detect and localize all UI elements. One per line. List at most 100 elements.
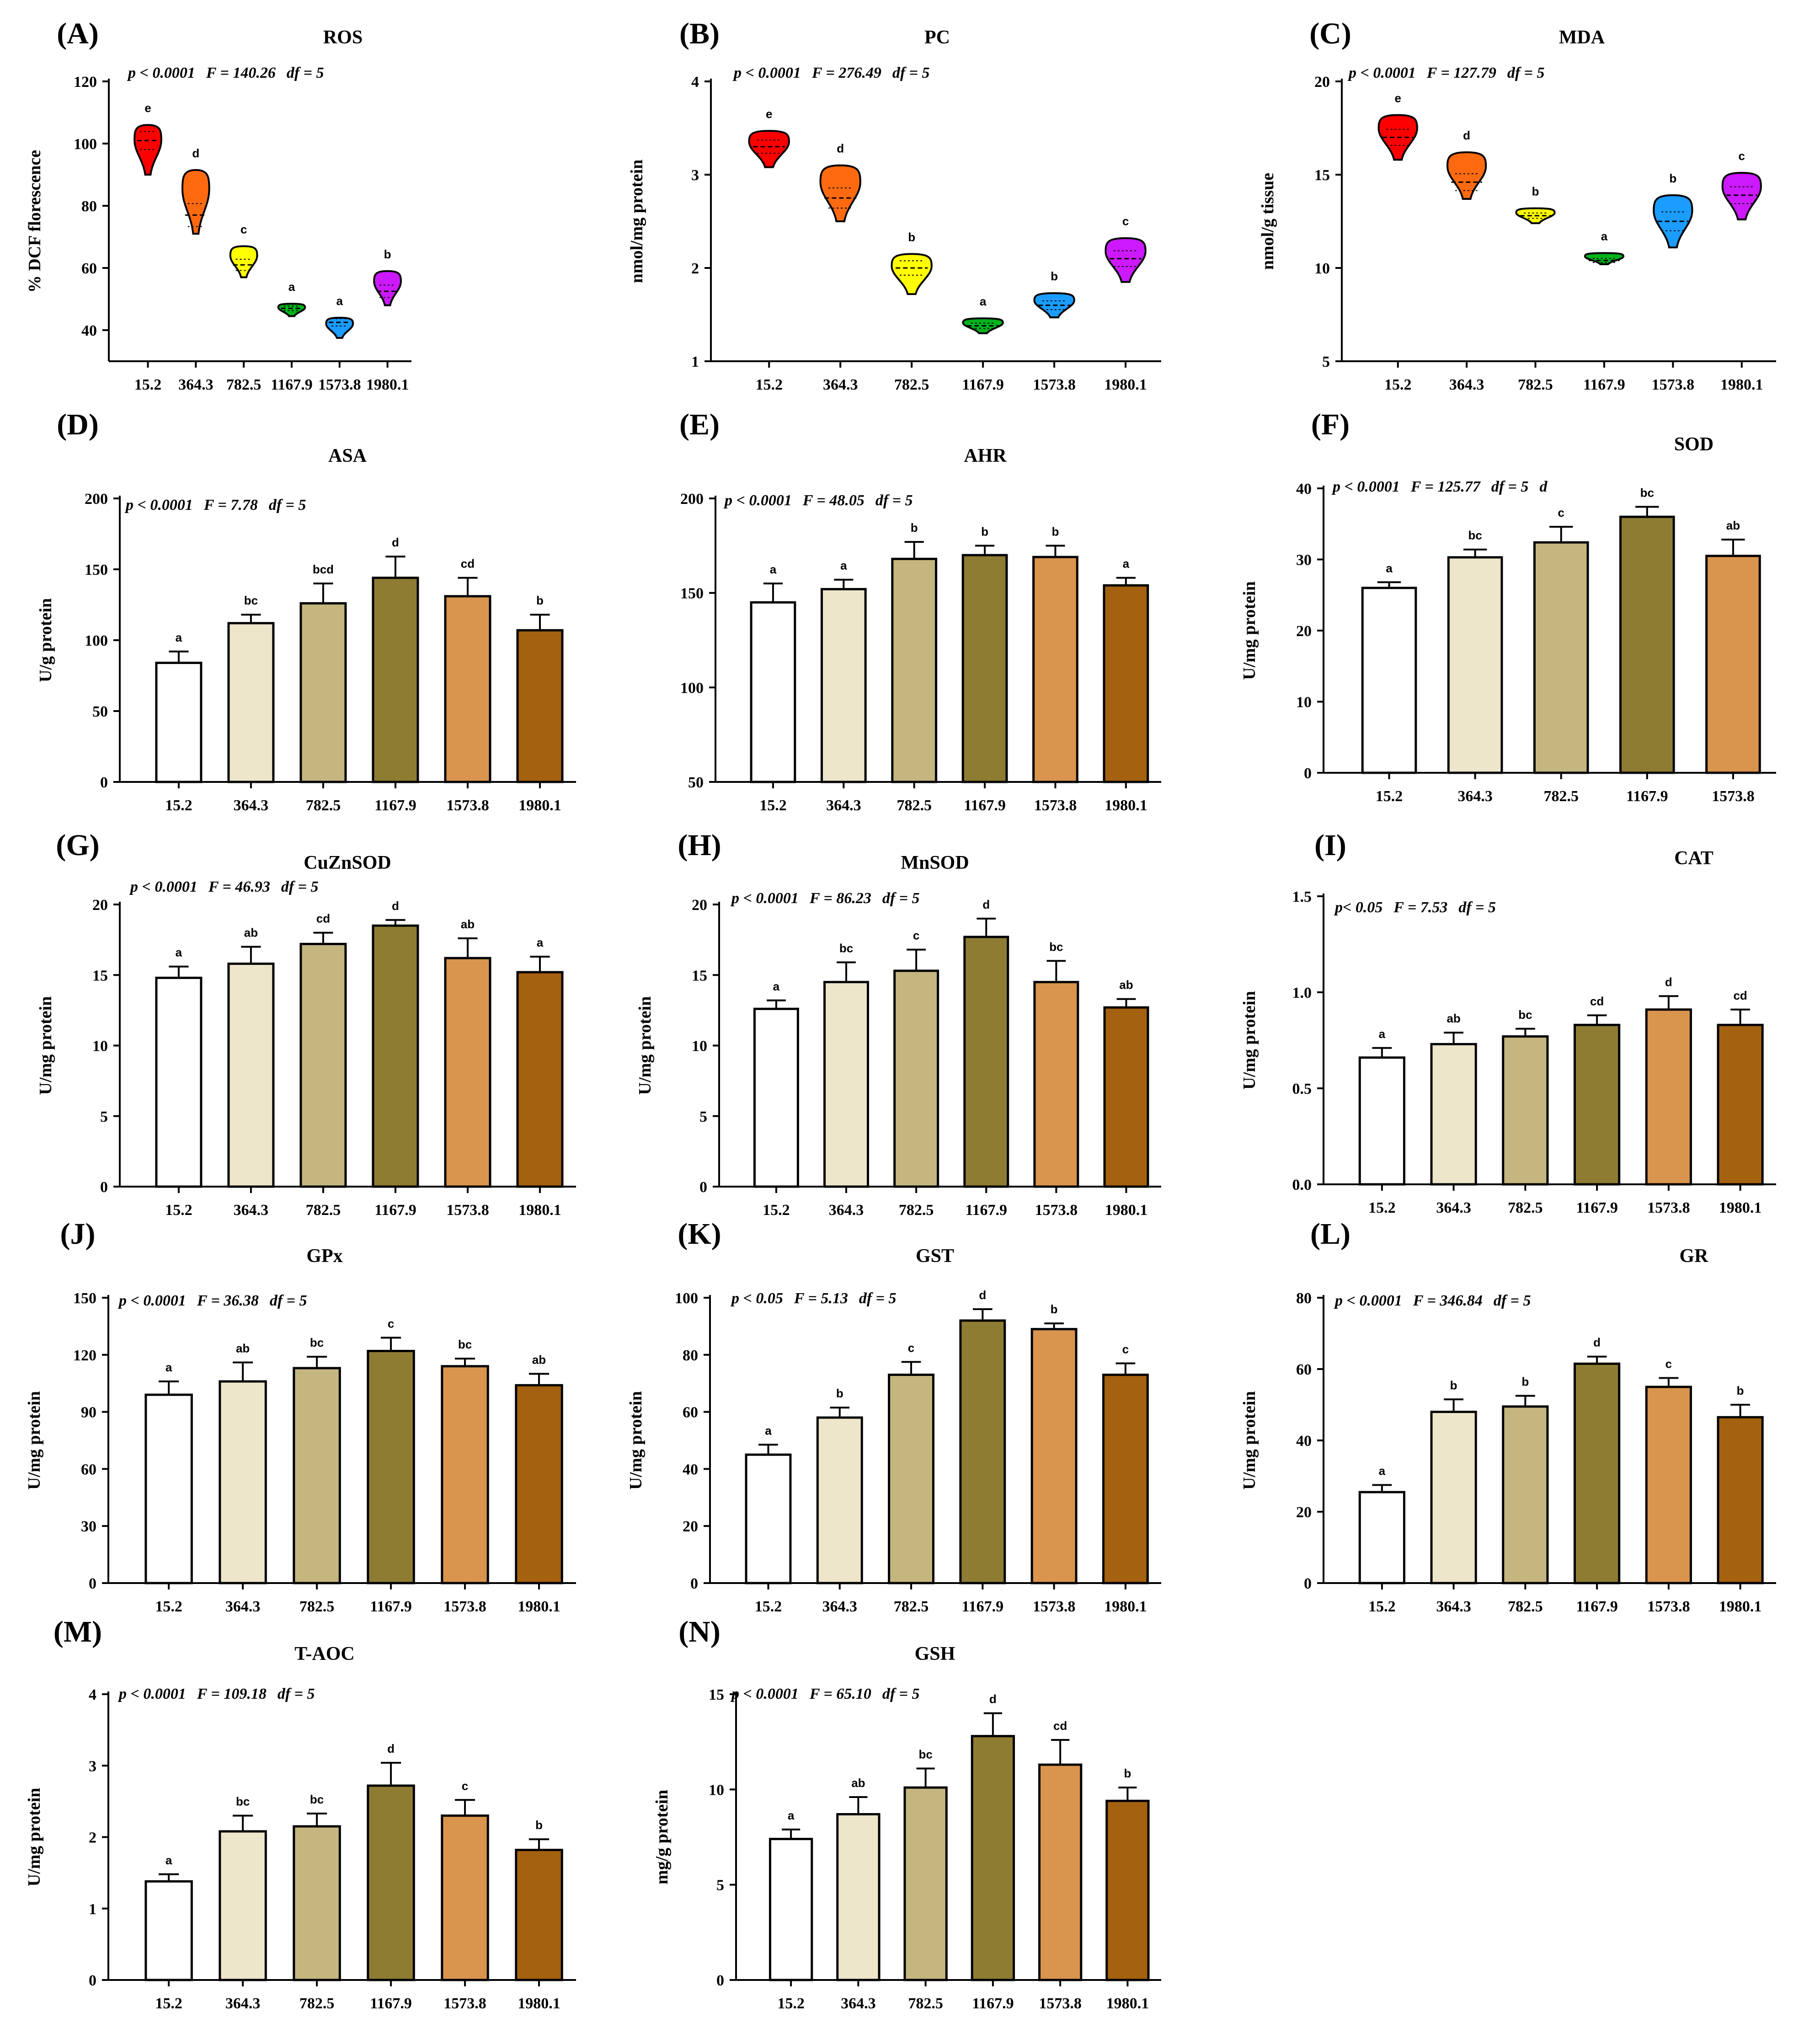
bar [444,595,491,783]
stats-part: p < 0.0001 [129,878,197,895]
stats-line: p < 0.0001 F = 65.10 df = 5 [730,1685,920,1702]
panel-title: CuZnSOD [304,852,391,873]
y-tick-label: 20 [683,1518,698,1535]
bar [367,1784,415,1981]
bar [888,1373,934,1584]
x-tick-label: 15.2 [165,797,192,814]
bar [1430,1043,1477,1186]
panel-j: (J) GPx p < 0.0001 F = 36.38 df = 5 0 30 60 90 12… [25,1217,576,1615]
y-tick-label: 40 [1296,1433,1312,1450]
significance-letter: a [1123,557,1130,571]
significance-letter: ab [1726,519,1740,532]
stats-part: F = 125.77 [1410,478,1481,495]
x-tick-label: 1573.8 [1034,797,1077,814]
stats-part: F = 5.13 [794,1290,848,1307]
bar [836,1813,881,1981]
stats-line: p< 0.05 F = 7.53 df = 5 [1334,899,1496,916]
x-tick-label: 1167.9 [1583,376,1625,393]
stats-part: df = 5 [859,1290,897,1307]
significance-letter: ab [244,926,258,940]
bar [299,942,347,1188]
y-axis-label: U/mg protein [1240,1391,1259,1490]
significance-letter: b [908,230,915,244]
y-tick-label: 5 [699,1108,707,1125]
bar [367,1349,415,1584]
y-axis-label: U/mg protein [1240,581,1259,680]
significance-letter: b [1669,171,1676,185]
y-tick-label: 0 [100,774,108,791]
bar [1574,1362,1621,1584]
bar [293,1825,341,1981]
bar [1533,541,1589,774]
bar [1717,1416,1764,1584]
y-tick-label: 80 [81,198,97,215]
significance-letter: ab [461,917,475,931]
violin [748,130,790,168]
bar [893,969,939,1188]
significance-letter: a [770,562,777,576]
significance-letter: bc [310,1793,324,1806]
y-tick-label: 60 [81,1461,96,1478]
significance-letter: bc [244,594,258,607]
x-tick-label: 1980.1 [366,376,409,393]
bar [372,924,419,1188]
bar [823,981,869,1188]
y-tick-label: 100 [675,1290,698,1307]
significance-letter: a [176,946,182,959]
bar [961,554,1008,783]
x-tick-label: 15.2 [155,1598,182,1615]
x-tick-label: 1980.1 [1720,376,1763,393]
stats-part: F = 48.05 [802,492,865,509]
y-tick-label: 80 [1296,1290,1312,1307]
stats-line: p < 0.0001 F = 140.26 df = 5 [127,64,324,81]
panel-g: (G) CuZnSOD p < 0.0001 F = 46.93 df = 5 0 5 10 1… [36,829,576,1219]
bar [144,1880,193,1981]
y-tick-label: 0 [89,1575,96,1592]
x-tick-label: 782.5 [1518,376,1553,393]
significance-letter: d [392,535,399,549]
y-tick-label: 5 [100,1108,108,1125]
y-tick-label: 20 [1314,74,1330,91]
bar [1430,1411,1477,1584]
significance-letter: a [165,1360,172,1374]
panel-letter: (J) [60,1217,96,1251]
bar [444,957,491,1188]
y-tick-label: 30 [1296,552,1312,569]
x-tick-label: 15.2 [763,1202,790,1219]
y-tick-label: 4 [89,1686,96,1703]
significance-letter: d [979,1288,986,1302]
x-tick-label: 15.2 [755,376,783,393]
y-tick-label: 3 [89,1758,96,1775]
bar [1102,1373,1149,1584]
y-axis-label: nmol/mg protein [627,160,646,284]
y-tick-label: 150 [680,585,704,602]
significance-letter: b [384,247,391,261]
significance-letter: c [908,1341,914,1354]
y-tick-label: 150 [85,562,108,578]
panel-k: (K) GST p < 0.05 F = 5.13 df = 5 0 20 40 60 80 100… [626,1217,1161,1615]
y-tick-label: 15 [709,1686,724,1703]
significance-letter: c [462,1779,468,1793]
bar [816,1416,863,1584]
x-tick-label: 782.5 [894,1598,929,1615]
significance-letter: b [1532,184,1539,198]
significance-letter: a [165,1853,172,1867]
x-tick-label: 15.2 [755,1598,782,1615]
x-tick-label: 364.3 [1436,1199,1471,1216]
significance-letter: bc [236,1795,250,1809]
x-tick-label: 1167.9 [374,1202,416,1219]
bar [227,963,275,1188]
violin [1584,252,1625,265]
x-tick-label: 1980.1 [518,797,561,814]
stats-part: p < 0.0001 [1347,64,1416,81]
bar [1358,1056,1405,1186]
bar [516,971,564,1188]
significance-letter: c [240,222,247,236]
panel-n: (N) GSH p < 0.0001 F = 65.10 df = 5 0 5 10 15 mg/… [652,1615,1161,2012]
significance-letter: cd [1053,1719,1067,1733]
panel-title: MDA [1559,27,1605,48]
y-tick-label: 0 [716,1972,724,1989]
stats-line: p < 0.0001 F = 7.78 df = 5 [124,497,306,514]
x-tick-label: 15.2 [134,376,162,393]
x-tick-label: 1980.1 [1719,1199,1762,1216]
